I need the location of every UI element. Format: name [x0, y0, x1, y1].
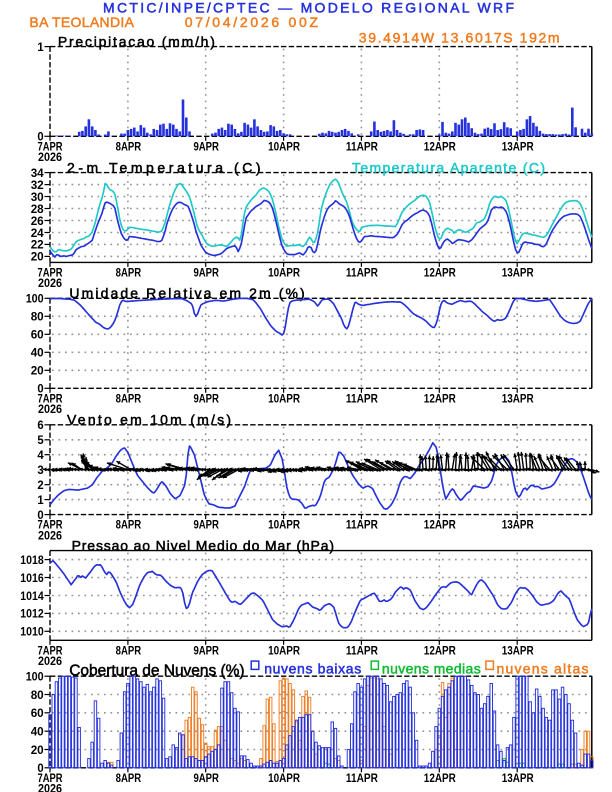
svg-text:10APR: 10APR [268, 391, 300, 405]
svg-text:13APR: 13APR [502, 265, 534, 279]
svg-text:12APR: 12APR [424, 139, 456, 153]
svg-text:9APR: 9APR [193, 518, 219, 532]
svg-text:39.4914W 13.6017S 192m: 39.4914W 13.6017S 192m [359, 29, 560, 45]
svg-text:30: 30 [31, 190, 44, 204]
svg-text:12APR: 12APR [424, 391, 456, 405]
svg-text:60: 60 [31, 328, 44, 342]
svg-text:11APR: 11APR [346, 643, 378, 657]
svg-text:7APR: 7APR [38, 771, 63, 785]
svg-text:5: 5 [37, 433, 44, 447]
svg-text:2026: 2026 [38, 150, 62, 164]
svg-text:12APR: 12APR [424, 771, 456, 785]
svg-text:60: 60 [31, 706, 44, 720]
svg-text:2026: 2026 [38, 528, 62, 542]
svg-text:Pressao ao Nivel Medio do Mar: Pressao ao Nivel Medio do Mar (hPa) [72, 537, 334, 553]
svg-text:8APR: 8APR [116, 518, 142, 532]
svg-text:11APR: 11APR [346, 771, 378, 785]
svg-text:13APR: 13APR [502, 139, 534, 153]
svg-text:1014: 1014 [20, 589, 44, 603]
svg-text:Umidade Relativa em 2m (%): Umidade Relativa em 2m (%) [69, 285, 304, 301]
svg-text:2026: 2026 [38, 654, 62, 668]
svg-text:13APR: 13APR [502, 518, 534, 532]
svg-text:9APR: 9APR [193, 265, 219, 279]
svg-text:20: 20 [31, 364, 44, 378]
svg-text:11APR: 11APR [346, 265, 378, 279]
svg-text:40: 40 [31, 725, 44, 739]
svg-text:10APR: 10APR [268, 139, 300, 153]
svg-text:1: 1 [37, 493, 44, 507]
svg-text:20: 20 [31, 743, 44, 757]
svg-text:7APR: 7APR [38, 265, 63, 279]
svg-text:13APR: 13APR [502, 391, 534, 405]
svg-text:32: 32 [31, 178, 44, 192]
svg-text:80: 80 [31, 310, 44, 324]
svg-text:1: 1 [37, 40, 44, 54]
svg-text:12APR: 12APR [424, 265, 456, 279]
svg-text:7APR: 7APR [38, 139, 63, 153]
svg-text:1018: 1018 [20, 553, 44, 567]
svg-text:3: 3 [37, 463, 44, 477]
svg-text:9APR: 9APR [193, 139, 219, 153]
svg-text:nuvens altas: nuvens altas [497, 661, 589, 677]
svg-text:24: 24 [31, 226, 44, 240]
svg-text:BA TEOLANDIA: BA TEOLANDIA [29, 14, 134, 30]
svg-text:7APR: 7APR [38, 643, 63, 657]
svg-text:12APR: 12APR [424, 643, 456, 657]
svg-text:9APR: 9APR [193, 643, 219, 657]
svg-text:40: 40 [31, 346, 44, 360]
svg-text:20: 20 [31, 250, 44, 264]
svg-text:0: 0 [37, 508, 44, 522]
svg-text:7APR: 7APR [38, 391, 63, 405]
svg-text:9APR: 9APR [193, 771, 219, 785]
svg-text:80: 80 [31, 688, 44, 702]
svg-text:28: 28 [31, 202, 44, 216]
svg-text:26: 26 [31, 214, 44, 228]
svg-text:2: 2 [37, 478, 44, 492]
svg-text:0: 0 [37, 130, 44, 144]
svg-text:100: 100 [26, 670, 44, 684]
svg-text:10APR: 10APR [268, 265, 300, 279]
svg-text:10APR: 10APR [268, 771, 300, 785]
svg-text:8APR: 8APR [116, 139, 142, 153]
svg-text:22: 22 [31, 238, 44, 252]
svg-text:34: 34 [31, 166, 44, 180]
svg-text:Precipitacao (mm/h): Precipitacao (mm/h) [58, 33, 215, 49]
svg-text:9APR: 9APR [193, 391, 219, 405]
svg-text:2026: 2026 [38, 276, 62, 290]
svg-text:0: 0 [37, 382, 44, 396]
svg-text:nuvens baixas: nuvens baixas [264, 661, 361, 677]
svg-text:4: 4 [37, 448, 44, 462]
svg-text:nuvens medias: nuvens medias [382, 661, 481, 677]
svg-text:8APR: 8APR [116, 391, 142, 405]
svg-text:1016: 1016 [20, 571, 44, 585]
svg-text:07/04/2026 00Z: 07/04/2026 00Z [185, 14, 319, 30]
svg-text:13APR: 13APR [502, 643, 534, 657]
svg-text:12APR: 12APR [424, 518, 456, 532]
svg-text:100: 100 [26, 292, 44, 306]
svg-text:13APR: 13APR [502, 771, 534, 785]
svg-text:10APR: 10APR [268, 643, 300, 657]
svg-text:2026: 2026 [38, 782, 62, 792]
svg-text:11APR: 11APR [346, 391, 378, 405]
svg-text:0: 0 [37, 761, 44, 775]
svg-text:6: 6 [37, 418, 44, 432]
svg-text:8APR: 8APR [116, 771, 142, 785]
svg-text:Temperatura Aparente (C): Temperatura Aparente (C) [352, 159, 545, 175]
svg-text:7APR: 7APR [38, 518, 63, 532]
svg-text:10APR: 10APR [268, 518, 300, 532]
svg-text:11APR: 11APR [346, 139, 378, 153]
svg-text:8APR: 8APR [116, 643, 142, 657]
svg-text:1010: 1010 [20, 625, 44, 639]
svg-text:2026: 2026 [38, 402, 62, 416]
svg-text:11APR: 11APR [346, 518, 378, 532]
svg-text:1012: 1012 [20, 607, 44, 621]
svg-text:8APR: 8APR [116, 265, 142, 279]
svg-text:Cobertura de Nuvens (%): Cobertura de Nuvens (%) [69, 663, 244, 680]
